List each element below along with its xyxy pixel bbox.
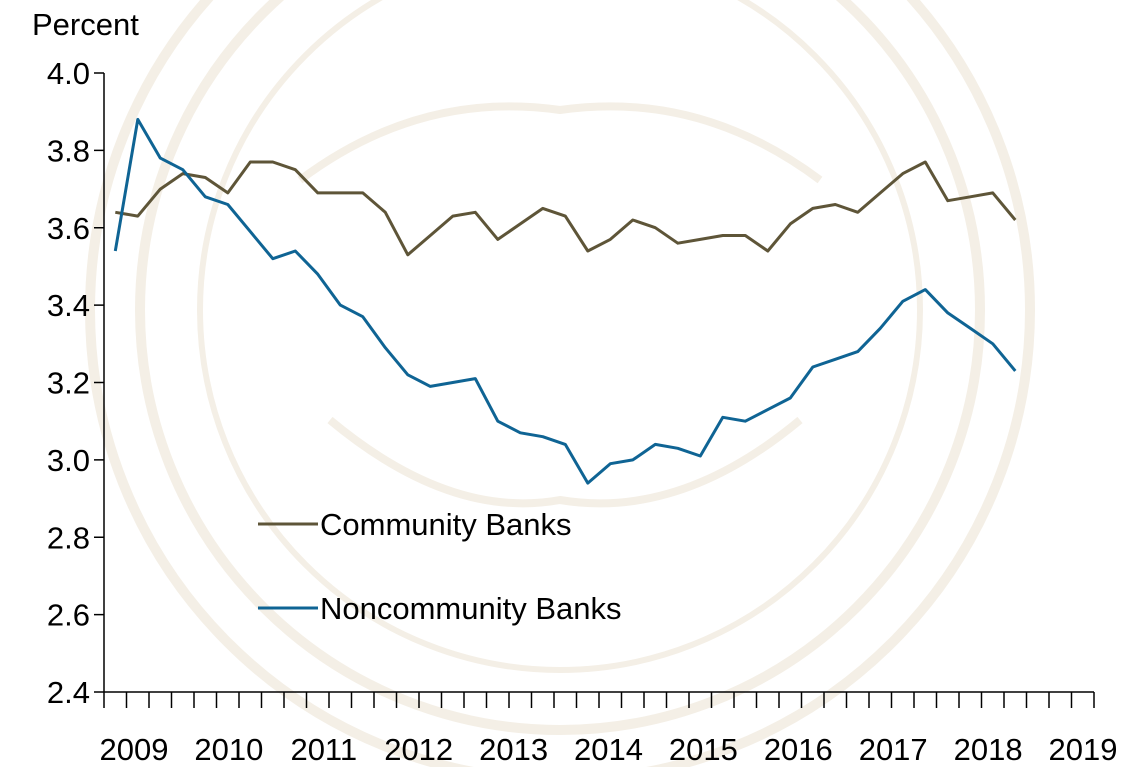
x-tick-label: 2016 <box>764 732 833 767</box>
y-tick-label: 2.4 <box>47 675 90 710</box>
x-tick-label: 2019 <box>1049 732 1118 767</box>
series-line-community-banks <box>115 160 1017 257</box>
x-tick-label: 2010 <box>194 732 263 767</box>
y-tick-label: 3.4 <box>47 288 90 323</box>
seal-watermark <box>85 0 1035 767</box>
legend-label-noncommunity-banks: Noncommunity Banks <box>320 591 622 626</box>
x-tick-label: 2014 <box>574 732 643 767</box>
series-line-noncommunity-banks <box>113 117 1017 485</box>
x-tick-label: 2011 <box>290 732 357 767</box>
y-tick-label: 3.6 <box>47 211 90 246</box>
legend-label-community-banks: Community Banks <box>320 507 572 542</box>
x-tick-label: 2015 <box>669 732 738 767</box>
x-tick-label: 2018 <box>954 732 1023 767</box>
x-tick-label: 2017 <box>859 732 928 767</box>
series-lines <box>113 117 1017 485</box>
y-tick-label: 3.8 <box>47 133 90 168</box>
y-tick-label: 3.2 <box>47 366 90 401</box>
y-tick-label: 2.8 <box>47 520 90 555</box>
y-axis-title: Percent <box>32 7 139 42</box>
y-ticks: 4.0 3.8 3.6 3.4 3.2 3.0 2.8 2.6 2.4 <box>47 56 104 710</box>
x-tick-label: 2009 <box>100 732 169 767</box>
y-tick-label: 2.6 <box>47 598 90 633</box>
x-tick-label: 2013 <box>479 732 548 767</box>
x-ticks: 2009 2010 2011 2012 2013 2014 2015 2016 2017 2018… <box>100 692 1118 767</box>
legend: Community Banks Noncommunity Banks <box>258 507 622 626</box>
y-tick-label: 3.0 <box>47 443 90 478</box>
x-tick-label: 2012 <box>384 732 453 767</box>
y-tick-label: 4.0 <box>47 56 90 91</box>
